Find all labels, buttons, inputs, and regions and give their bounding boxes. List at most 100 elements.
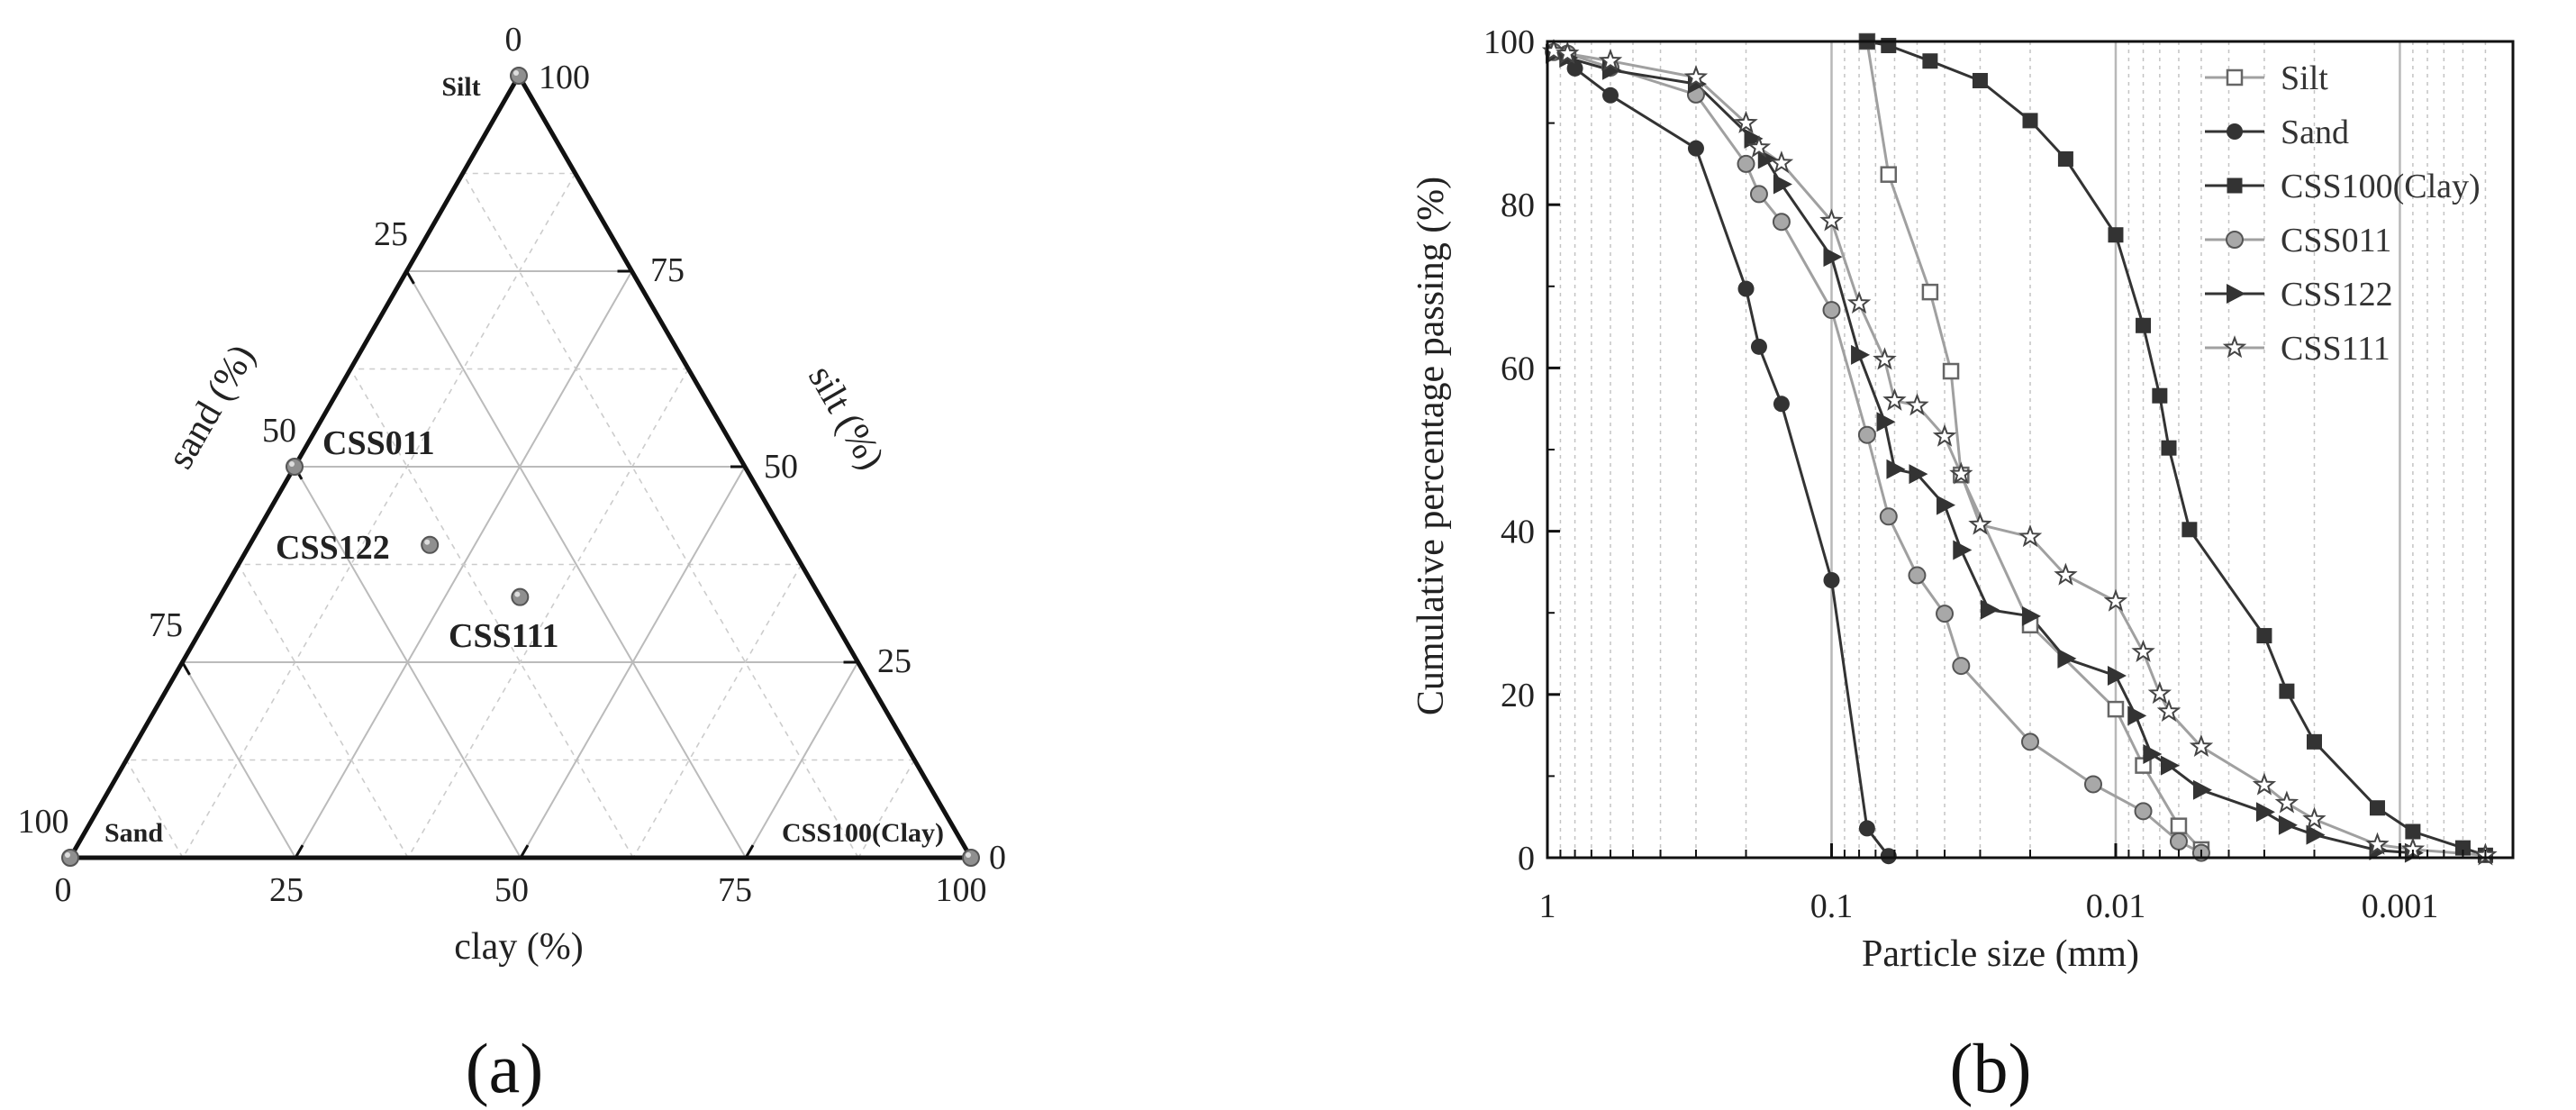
marker-css122 (1937, 495, 1956, 515)
y-tick-label: 0 (1518, 840, 1535, 878)
tick-sand-25 (405, 270, 415, 285)
marker-silt (1921, 283, 1939, 301)
panel-label-a: (a) (466, 1029, 544, 1107)
psd-chart: 0 20 40 60 80 100 1 0.1 0.01 0.001 Silt Sand CSS10… (1410, 23, 2515, 975)
sand-tick-75: 75 (149, 606, 183, 644)
psd-y-axis-label: Cumulative percentage passing (%) (1410, 177, 1452, 715)
series-line-css011 (1553, 50, 2202, 854)
marker-css122 (1909, 464, 1928, 485)
marker-css111 (2365, 832, 2390, 855)
marker-css011 (2169, 832, 2188, 851)
marker-css111 (2302, 806, 2327, 830)
marker-css011 (1822, 301, 1841, 320)
marker-css100-clay (2405, 823, 2421, 840)
marker-css122 (2057, 648, 2077, 669)
marker-css111 (1769, 150, 1794, 174)
grid-sand-87.5 (125, 760, 184, 859)
marker-css011 (2083, 775, 2102, 794)
marker-css100-clay (2108, 227, 2124, 243)
marker-sand (1823, 571, 1840, 588)
marker-css122 (2143, 743, 2163, 764)
marker-silt (2107, 700, 2125, 718)
marker-css100-clay (1922, 53, 1938, 69)
x-tick-label: 1 (1539, 887, 1556, 925)
x-tick-label: 0.001 (2362, 887, 2439, 925)
marker-css111 (2156, 698, 2181, 723)
marker-silt (1880, 166, 1898, 183)
clay-tick-50: 50 (494, 871, 529, 909)
vertex-label-clay: CSS100(Clay) (782, 818, 944, 848)
sand-tick-50: 50 (262, 412, 296, 450)
marker-sand (1566, 59, 1583, 77)
grid-clay-37.5 (407, 368, 689, 859)
marker-css122 (1744, 128, 1764, 149)
tick-clay-25 (294, 844, 304, 859)
marker-css122 (1851, 344, 1871, 365)
sand-tick-25: 25 (374, 215, 408, 253)
legend-marker-css111 (2222, 335, 2247, 359)
marker-css100-clay (1972, 72, 1988, 88)
legend-label-silt: Silt (2281, 59, 2328, 97)
legend-label-css122: CSS122 (2281, 276, 2393, 314)
grid-sand-75 (181, 661, 296, 859)
marker-sand (1880, 848, 1897, 865)
point-silt (510, 67, 528, 85)
grid-sand-25 (405, 270, 747, 859)
point-highlight-css100-clay (966, 852, 971, 858)
point-css122 (421, 535, 440, 554)
marker-silt (2170, 817, 2188, 834)
legend-label-css011: CSS011 (2281, 222, 2391, 259)
marker-css111 (1556, 41, 1580, 64)
legend-marker-sand (2227, 123, 2243, 140)
grid-clay-50 (520, 466, 746, 859)
marker-silt (1942, 362, 1960, 380)
clay-tick-0: 0 (55, 871, 72, 909)
psd-y-tick-labels: 0 20 40 60 80 100 (1483, 23, 1535, 878)
clay-tick-75: 75 (718, 871, 752, 909)
grid-clay-75 (745, 661, 859, 859)
marker-css122 (2306, 824, 2326, 845)
marker-css111 (1734, 110, 1758, 133)
marker-css122 (1980, 599, 2000, 620)
marker-css111 (2103, 588, 2128, 612)
legend-marker-css100-clay (2227, 177, 2243, 194)
legend-label-css111: CSS111 (2281, 330, 2390, 368)
marker-css122 (1953, 540, 1973, 560)
point-label-css122: CSS122 (276, 529, 390, 567)
series-line-silt (1865, 41, 2202, 851)
point-css011 (286, 458, 304, 476)
marker-css111 (1873, 347, 1897, 370)
marker-css111 (1846, 290, 1872, 314)
marker-css011 (1737, 154, 1755, 173)
marker-css100-clay (2256, 628, 2272, 644)
marker-css122 (2278, 814, 2298, 835)
y-tick-label: 20 (1501, 677, 1535, 714)
marker-css122 (1886, 459, 1906, 479)
marker-css111 (1949, 461, 1973, 485)
marker-css011 (1772, 213, 1791, 232)
marker-css011 (1952, 657, 1971, 676)
silt-tick-100: 100 (539, 59, 590, 96)
marker-css111 (2189, 733, 2214, 758)
vertex-label-sand: Sand (104, 818, 163, 848)
marker-css122 (2192, 779, 2212, 800)
y-tick-label: 60 (1501, 350, 1535, 387)
tick-sand-75 (181, 661, 191, 676)
legend-marker-css122 (2227, 284, 2245, 304)
marker-css122 (1773, 174, 1792, 195)
grid-clay-12.5 (182, 173, 576, 859)
marker-css100-clay (2306, 733, 2322, 750)
x-tick-label: 0.1 (1810, 887, 1854, 925)
point-css100-clay (962, 849, 980, 867)
marker-css011 (1857, 425, 1876, 444)
tick-clay-75 (744, 844, 755, 859)
grid-sand-50 (294, 466, 522, 859)
marker-css122 (2127, 705, 2147, 726)
marker-css122 (1823, 247, 1843, 268)
ternary-diagram: 0 25 50 75 100 clay (%) 0 25 50 75 100 s… (18, 21, 1007, 968)
marker-css111 (1968, 512, 1992, 535)
marker-css111 (2131, 639, 2155, 662)
marker-css111 (1683, 65, 1709, 88)
marker-css100-clay (2057, 150, 2073, 167)
point-css111 (511, 587, 530, 606)
